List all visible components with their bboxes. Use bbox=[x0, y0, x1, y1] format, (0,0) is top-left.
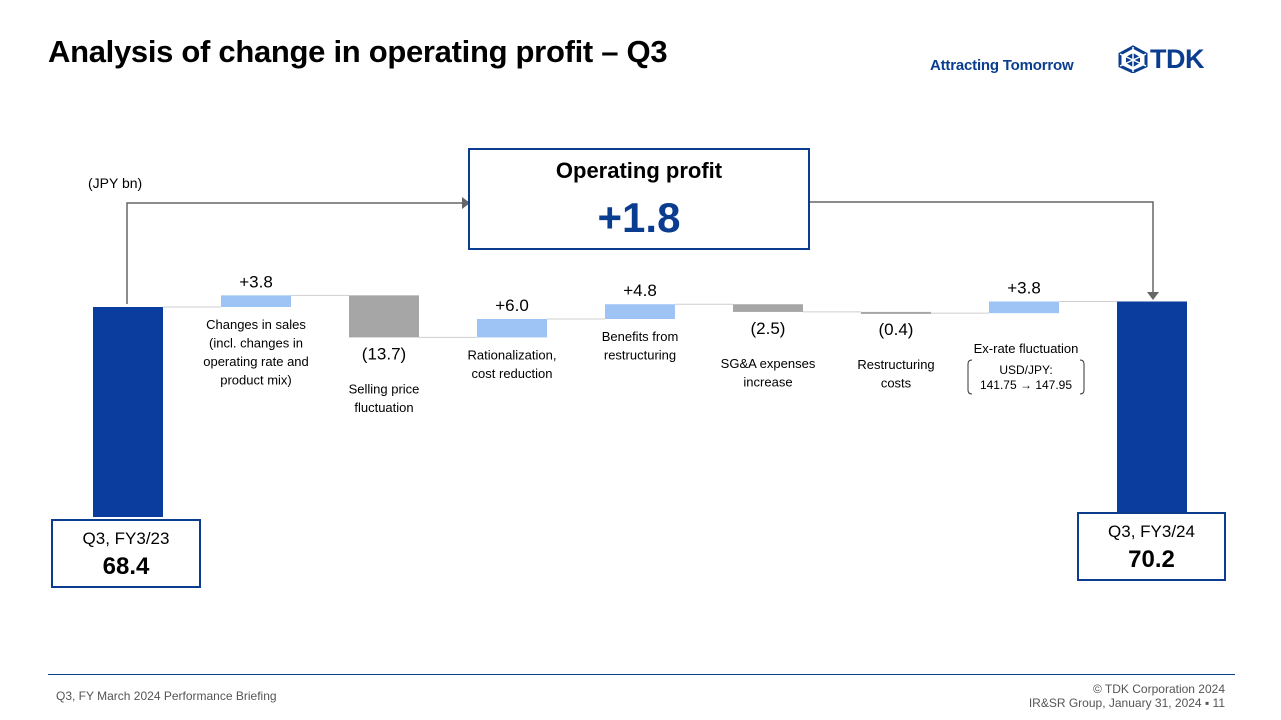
end-value: 70.2 bbox=[1128, 546, 1175, 573]
value-label: (0.4) bbox=[879, 320, 914, 339]
bar-4 bbox=[477, 318, 547, 338]
footer-info: © TDK Corporation 2024 IR&SR Group, Janu… bbox=[1028, 682, 1225, 710]
value-label: (13.7) bbox=[362, 344, 406, 363]
value-label: +3.8 bbox=[239, 272, 273, 291]
footer-group-date: IR&SR Group, January 31, 2024 bbox=[1028, 696, 1202, 710]
note-bracket-left bbox=[967, 359, 973, 395]
page-number: 11 bbox=[1212, 696, 1225, 710]
summary-arrow-right bbox=[809, 201, 1154, 292]
bar-6 bbox=[733, 304, 803, 312]
category-label: Benefits from restructuring bbox=[602, 329, 679, 363]
end-period-label: Q3, FY3/24 bbox=[1108, 522, 1195, 541]
total-box bbox=[1077, 512, 1226, 581]
summary-arrow-left bbox=[126, 202, 462, 304]
bar-9 bbox=[1117, 301, 1187, 517]
waterfall-chart: +3.8 (13.7) +6.0 +4.8 (2.5) (0.4) +3.8 Changes … bbox=[51, 148, 1226, 588]
value-label: +3.8 bbox=[1007, 278, 1041, 297]
category-label: Rationalization, cost reduction bbox=[468, 347, 557, 381]
bar-3 bbox=[349, 295, 419, 338]
footer-event-name: Q3, FY March 2024 Performance Briefing bbox=[56, 689, 277, 703]
bar-7 bbox=[861, 311, 931, 314]
arrow-head-down bbox=[1147, 292, 1159, 300]
company-logo: TDK bbox=[1118, 43, 1205, 74]
category-label: Changes in sales (incl. changes in operati… bbox=[203, 317, 309, 388]
value-label: +4.8 bbox=[623, 281, 657, 300]
value-label: (2.5) bbox=[751, 319, 786, 338]
arrow-head-right bbox=[462, 197, 470, 209]
footer-divider bbox=[48, 674, 1235, 675]
category-label: SG&A expenses increase bbox=[721, 356, 816, 390]
value-label: +6.0 bbox=[495, 296, 529, 315]
summary-box bbox=[468, 148, 810, 250]
page-title: Analysis of change in operating profit –… bbox=[48, 34, 668, 69]
unit-label: (JPY bn) bbox=[88, 175, 142, 191]
footer-copyright: © TDK Corporation 2024 bbox=[1092, 682, 1225, 696]
bar-2 bbox=[221, 295, 291, 308]
ex-rate-note-values: 141.75 → 147.95 bbox=[980, 378, 1072, 392]
logo-text: TDK bbox=[1150, 43, 1205, 74]
bar-1 bbox=[93, 307, 163, 517]
summary-value: +1.8 bbox=[598, 194, 681, 241]
total-box bbox=[51, 519, 201, 588]
start-period-label: Q3, FY3/23 bbox=[83, 529, 170, 548]
summary-title: Operating profit bbox=[556, 158, 723, 183]
bar-8 bbox=[989, 301, 1059, 314]
category-label: Ex-rate fluctuation bbox=[974, 341, 1079, 356]
tdk-emblem-icon bbox=[1118, 45, 1148, 73]
start-value: 68.4 bbox=[103, 553, 150, 580]
category-label: Restructuring costs bbox=[857, 357, 934, 391]
bar-5 bbox=[605, 304, 675, 319]
category-label: Selling price fluctuation bbox=[349, 381, 420, 415]
tagline: Attracting Tomorrow bbox=[930, 57, 1074, 74]
ex-rate-note-label: USD/JPY: bbox=[999, 363, 1052, 377]
note-bracket-right bbox=[1079, 359, 1085, 395]
